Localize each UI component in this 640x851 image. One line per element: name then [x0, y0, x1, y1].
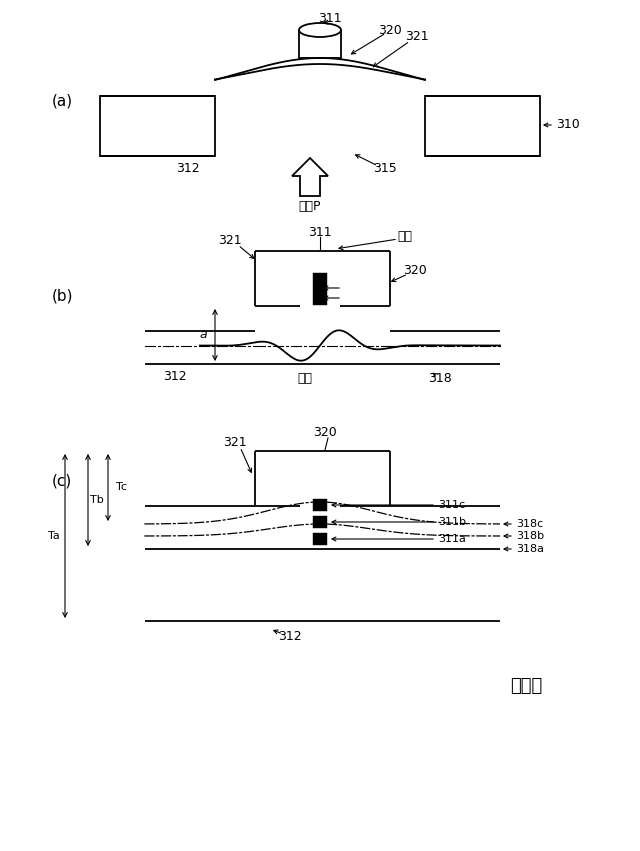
Text: 320: 320 [313, 426, 337, 439]
Text: 圧縮: 圧縮 [298, 372, 312, 385]
Text: 引張: 引張 [397, 230, 413, 243]
Text: 312: 312 [176, 162, 200, 174]
Text: 318a: 318a [516, 544, 544, 554]
Text: 318: 318 [428, 372, 452, 385]
Text: 311a: 311a [438, 534, 466, 544]
Text: 321: 321 [218, 235, 242, 248]
Text: 310: 310 [556, 118, 580, 132]
Bar [313, 499, 327, 511]
Bar [425, 96, 540, 156]
Text: Ta: Ta [48, 531, 60, 541]
Text: 311: 311 [318, 12, 342, 25]
Text: 318c: 318c [516, 519, 543, 529]
Text: 図２４: 図２４ [510, 677, 542, 695]
Text: 312: 312 [163, 370, 187, 384]
Text: 321: 321 [405, 31, 429, 43]
Bar [313, 273, 327, 305]
Ellipse shape [299, 23, 341, 37]
Text: a: a [199, 328, 207, 341]
Bar [313, 533, 327, 545]
Text: (a): (a) [52, 94, 73, 108]
Text: 圧力P: 圧力P [299, 199, 321, 213]
Bar [299, 30, 341, 58]
Bar [313, 516, 327, 528]
Text: Tb: Tb [90, 495, 104, 505]
Polygon shape [292, 158, 328, 196]
Text: 321: 321 [223, 437, 247, 449]
Text: 318b: 318b [516, 531, 544, 541]
Bar [100, 96, 215, 156]
Text: 320: 320 [378, 24, 402, 37]
Text: Tc: Tc [116, 483, 127, 493]
Text: 315: 315 [373, 162, 397, 174]
Text: 311b: 311b [438, 517, 466, 527]
Text: 311: 311 [308, 226, 332, 239]
Text: 312: 312 [278, 630, 302, 643]
Text: 311c: 311c [438, 500, 465, 510]
Text: (b): (b) [52, 288, 74, 304]
Text: 320: 320 [403, 265, 427, 277]
Text: (c): (c) [52, 473, 72, 488]
